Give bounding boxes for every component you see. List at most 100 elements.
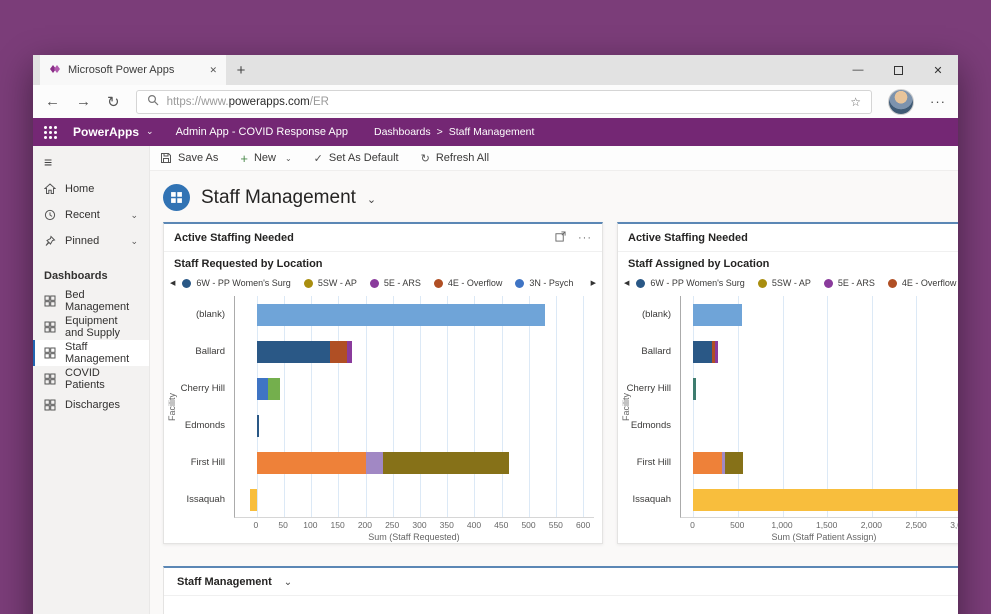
bar-segment[interactable] <box>256 340 331 363</box>
bar-segment[interactable] <box>721 451 725 474</box>
chart-xticks: 0 500 1,000 1,500 2,000 2,500 3,000 <box>680 518 958 531</box>
legend-dot <box>887 278 897 288</box>
close-icon[interactable]: ✕ <box>933 64 943 77</box>
gridline <box>311 296 313 517</box>
bar-segment[interactable] <box>693 340 713 363</box>
chevron-down-icon[interactable]: ⌄ <box>130 235 138 246</box>
legend-item[interactable]: 5SW - AP <box>757 278 811 288</box>
maximize-icon[interactable] <box>878 55 918 85</box>
sidebar-item-bed-management[interactable]: Bed Management <box>33 288 149 314</box>
sidebar-item-pinned[interactable]: Pinned ⌄ <box>33 228 149 254</box>
legend-item[interactable]: 6W - PP Women's Surg <box>636 278 745 288</box>
dashboard-icon <box>44 321 56 333</box>
bar-segment[interactable] <box>715 340 718 363</box>
bar-segment[interactable] <box>693 451 722 474</box>
forward-icon[interactable]: → <box>76 93 91 110</box>
chevron-down-icon[interactable]: ⌄ <box>130 209 138 220</box>
legend-item[interactable]: 6W - PP Women's Surg <box>182 278 291 288</box>
gridline <box>555 296 557 517</box>
browser-tab[interactable]: Microsoft Power Apps ✕ <box>40 55 226 85</box>
reload-icon[interactable]: ↻ <box>107 93 120 111</box>
bar-segment[interactable] <box>693 377 696 400</box>
sidebar-item-covid-patients[interactable]: COVID Patients <box>33 366 149 392</box>
sidebar-item-label: Equipment and Supply <box>65 315 121 339</box>
sidebar-item-label: COVID Patients <box>65 367 105 391</box>
bar-segment[interactable] <box>693 303 742 326</box>
legend-label: 5SW - AP <box>771 278 811 288</box>
legend-label: 4E - Overflow <box>901 278 957 288</box>
refresh-all-button[interactable]: ↻ Refresh All <box>421 152 489 165</box>
bar-segment[interactable] <box>724 451 743 474</box>
save-as-button[interactable]: Save As <box>160 152 218 164</box>
bar-segment[interactable] <box>330 340 347 363</box>
category-label: Edmonds <box>184 420 225 431</box>
legend-next-icon[interactable]: ▶ <box>590 280 596 287</box>
chart-xticks: 0 50 100 150 200 250 300 350 400 450 500 550 600 <box>234 518 594 531</box>
bar-segment[interactable] <box>250 488 257 511</box>
card-menu-icon[interactable]: ··· <box>578 232 592 244</box>
legend-item[interactable]: 5E - ARS <box>823 278 875 288</box>
legend-item[interactable]: 4E - Overflow <box>887 278 957 288</box>
bar-segment[interactable] <box>256 377 268 400</box>
url-input[interactable]: https://www.powerapps.com/ER ☆ <box>135 89 872 114</box>
x-tick-label: 0 <box>253 520 259 530</box>
favorites-star-icon[interactable]: ☆ <box>850 94 861 109</box>
sidebar-item-recent[interactable]: Recent ⌄ <box>33 202 149 228</box>
bar-segment[interactable] <box>365 451 384 474</box>
app-launcher-icon[interactable] <box>44 125 57 139</box>
bar-segment[interactable] <box>383 451 509 474</box>
category-label: First Hill <box>636 457 671 468</box>
legend-item[interactable]: 5SW - AP <box>303 278 357 288</box>
legend-item[interactable]: 3N - Psych <box>515 278 573 288</box>
bottom-card-staff-management: Staff Management ⌄ <box>163 566 958 614</box>
back-icon[interactable]: ← <box>45 93 60 110</box>
chevron-down-icon[interactable]: ⌄ <box>283 576 293 588</box>
browser-menu-icon[interactable]: ··· <box>930 94 946 109</box>
address-bar: ← → ↻ https://www.powerapps.com/ER ☆ ··· <box>33 85 958 118</box>
sidebar-item-label: Recent <box>65 209 100 221</box>
x-tick-label: 350 <box>439 520 454 530</box>
new-label: New <box>253 152 276 164</box>
bar-segment[interactable] <box>712 340 716 363</box>
x-tick-label: 1,000 <box>771 520 793 530</box>
x-tick-label: 300 <box>412 520 427 530</box>
bar-segment[interactable] <box>267 377 280 400</box>
legend-item[interactable]: 5E - ARS <box>369 278 421 288</box>
brand-chevron-icon[interactable]: ⌄ <box>146 125 154 136</box>
sidebar-item-discharges[interactable]: Discharges <box>33 392 149 418</box>
sidebar-item-home[interactable]: Home <box>33 176 149 202</box>
expand-icon[interactable] <box>555 229 566 247</box>
home-icon <box>44 183 56 195</box>
dashboard-badge-icon <box>163 184 190 211</box>
legend-prev-icon[interactable]: ◀ <box>170 280 176 287</box>
bar-segment[interactable] <box>346 340 352 363</box>
minimize-icon[interactable]: — <box>852 64 864 76</box>
sidebar-item-staff-management[interactable]: Staff Management <box>33 340 149 366</box>
x-tick-label: 500 <box>521 520 536 530</box>
profile-avatar[interactable] <box>888 88 914 115</box>
bar-segment[interactable] <box>256 303 546 326</box>
brand-title[interactable]: PowerApps <box>73 125 140 139</box>
sidebar-item-equipment-and-supply[interactable]: Equipment and Supply <box>33 314 149 340</box>
category-label: Ballard <box>195 346 225 357</box>
category-label: Issaquah <box>632 494 671 505</box>
tab-close-icon[interactable]: ✕ <box>209 64 217 75</box>
card-title: Active Staffing Needed <box>628 232 748 244</box>
app-name[interactable]: Admin App - COVID Response App <box>175 126 348 138</box>
bar-segment[interactable] <box>256 414 259 437</box>
refresh-icon: ↻ <box>420 152 430 165</box>
legend-item[interactable]: 4E - Overflow <box>433 278 502 288</box>
page-title-chevron-icon[interactable]: ⌄ <box>366 193 377 206</box>
legend-prev-icon[interactable]: ◀ <box>624 280 630 287</box>
bar-segment[interactable] <box>256 451 366 474</box>
x-tick-label: 3,000 <box>950 520 958 530</box>
sidebar-item-label: Pinned <box>65 235 100 247</box>
x-tick-label: 100 <box>303 520 318 530</box>
new-button[interactable]: + New ⌄ <box>240 151 291 166</box>
bar-segment[interactable] <box>693 488 958 511</box>
set-as-default-button[interactable]: ✓ Set As Default <box>314 152 399 165</box>
new-tab-button[interactable]: + <box>236 61 246 79</box>
hamburger-icon[interactable]: ≡ <box>44 154 53 170</box>
gridline <box>392 296 394 517</box>
breadcrumb-parent[interactable]: Dashboards <box>374 126 431 138</box>
